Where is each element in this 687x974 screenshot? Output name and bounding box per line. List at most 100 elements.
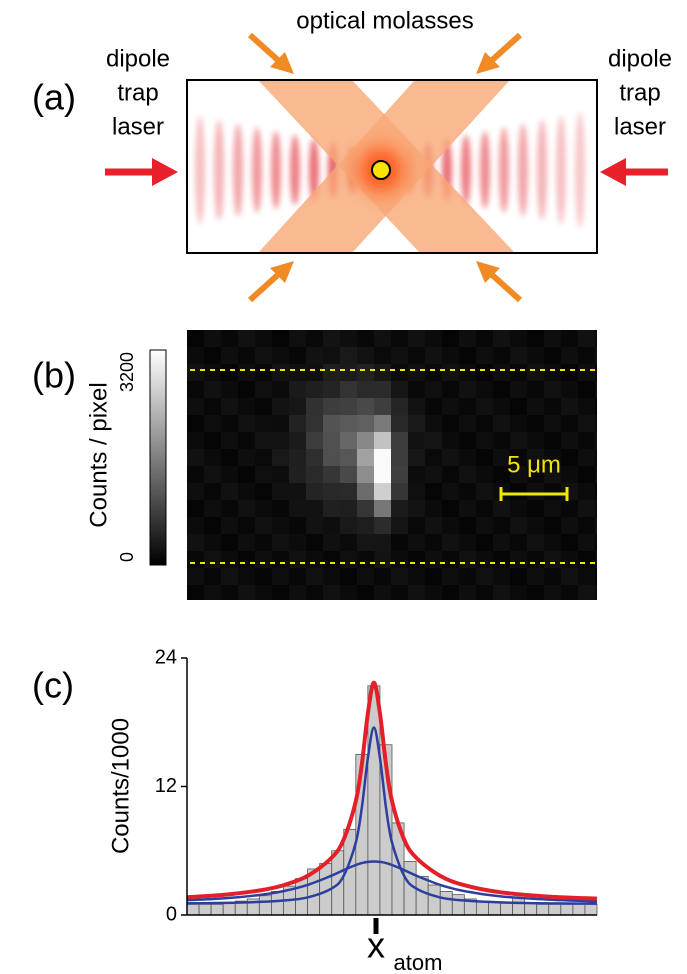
atom	[371, 160, 391, 180]
pixel	[527, 330, 545, 348]
pixel	[374, 551, 392, 569]
pixel	[442, 449, 460, 467]
pixel	[204, 398, 222, 416]
histogram-bar	[222, 902, 236, 916]
pixel	[527, 381, 545, 399]
pixel	[187, 449, 205, 467]
pixel	[442, 381, 460, 399]
pixel	[425, 568, 443, 586]
pixel	[408, 364, 426, 382]
colorbar-tick-label: 3200	[117, 352, 137, 392]
pixel	[527, 347, 545, 365]
pixel	[391, 381, 409, 399]
pixel	[510, 483, 528, 501]
pixel	[425, 330, 443, 348]
x-axis-title: x	[367, 925, 385, 966]
pixel	[238, 432, 256, 450]
pixel	[493, 551, 511, 569]
pixel	[357, 415, 375, 433]
pixel	[306, 381, 324, 399]
pixel	[561, 568, 579, 586]
pixel	[425, 449, 443, 467]
pixel	[476, 449, 494, 467]
pixel	[493, 500, 511, 518]
trap-box	[186, 79, 598, 254]
pixel	[510, 449, 528, 467]
pixel	[272, 381, 290, 399]
pixel	[204, 517, 222, 535]
pixel	[561, 551, 579, 569]
pixel	[272, 585, 290, 600]
pixel	[374, 364, 392, 382]
pixel	[425, 398, 443, 416]
pixel	[442, 500, 460, 518]
pixel	[527, 500, 545, 518]
pixel	[340, 381, 358, 399]
pixel	[255, 432, 273, 450]
scale-bar-label: 5 μm	[507, 451, 561, 478]
pixel	[510, 585, 528, 600]
pixel	[595, 381, 597, 399]
fringe	[214, 119, 224, 221]
pixel	[442, 483, 460, 501]
pixel	[204, 415, 222, 433]
pixel	[306, 483, 324, 501]
colorbar	[149, 349, 167, 566]
pixel	[544, 364, 562, 382]
pixel	[323, 449, 341, 467]
pixel	[187, 398, 205, 416]
pixel	[272, 483, 290, 501]
pixel	[272, 500, 290, 518]
dipole-label: laser	[112, 113, 164, 140]
histogram-bar	[210, 903, 224, 916]
pixel	[595, 398, 597, 416]
pixel	[289, 500, 307, 518]
fringe	[271, 131, 281, 209]
pixel	[187, 585, 205, 600]
pixel	[306, 551, 324, 569]
pixel	[340, 432, 358, 450]
pixel	[374, 330, 392, 348]
pixel	[459, 330, 477, 348]
pixel	[272, 398, 290, 416]
pixel	[357, 568, 375, 586]
pixel	[459, 364, 477, 382]
pixel	[187, 432, 205, 450]
pixel	[357, 347, 375, 365]
pixel	[442, 415, 460, 433]
pixel	[442, 398, 460, 416]
pixel	[289, 449, 307, 467]
pixel	[561, 347, 579, 365]
pixel	[374, 432, 392, 450]
pixel	[595, 415, 597, 433]
pixel	[306, 415, 324, 433]
pixel	[357, 551, 375, 569]
pixel	[595, 500, 597, 518]
pixel	[442, 551, 460, 569]
pixel	[510, 551, 528, 569]
pixel	[255, 483, 273, 501]
pixel	[510, 330, 528, 348]
pixel	[510, 398, 528, 416]
pixel	[272, 534, 290, 552]
pixel	[544, 534, 562, 552]
pixel	[306, 432, 324, 450]
colorbar-label: Counts / pixel	[85, 382, 112, 527]
pixel	[510, 568, 528, 586]
dipole-label: laser	[614, 113, 666, 140]
pixel	[255, 517, 273, 535]
pixel	[578, 500, 596, 518]
fit-curve	[186, 726, 598, 905]
pixel	[510, 381, 528, 399]
pixel	[289, 415, 307, 433]
pixel	[476, 483, 494, 501]
pixel	[595, 449, 597, 467]
panel-label: (b)	[32, 355, 76, 396]
pixel	[408, 415, 426, 433]
pixel	[561, 483, 579, 501]
pixel	[238, 517, 256, 535]
pixel	[544, 466, 562, 484]
pixel	[340, 347, 358, 365]
pixel	[493, 534, 511, 552]
pixel	[544, 500, 562, 518]
